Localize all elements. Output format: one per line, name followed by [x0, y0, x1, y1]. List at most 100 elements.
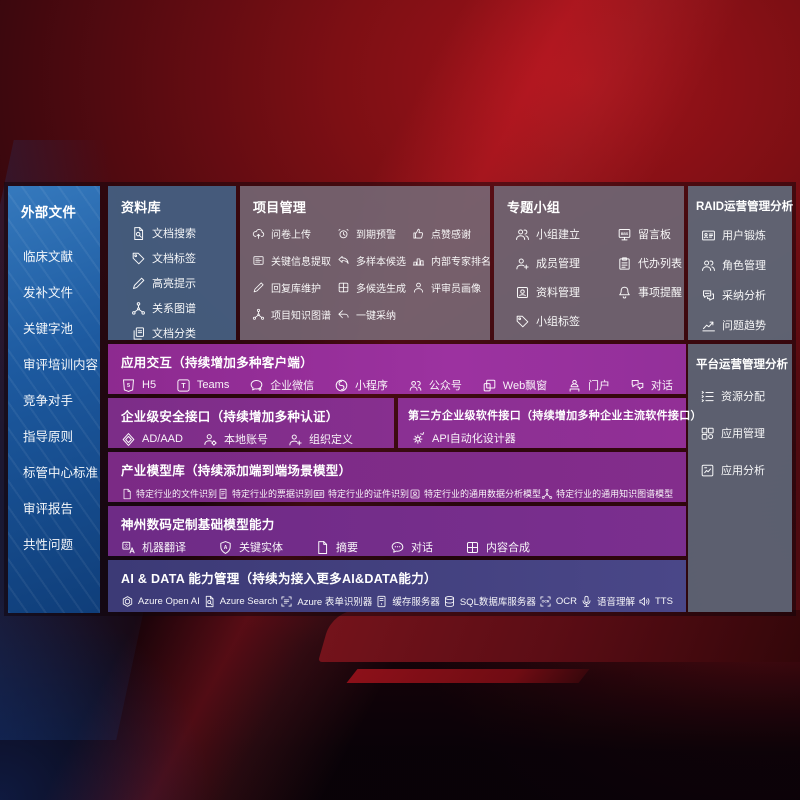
item-label: 小程序	[355, 380, 389, 392]
todo-list-icon	[617, 256, 632, 271]
portal-icon	[567, 378, 582, 393]
item-label: SQL数据库服务器	[459, 597, 536, 608]
feature-item: 特定行业的文件识别	[121, 487, 217, 500]
item-label: OCR	[555, 595, 577, 607]
panel-raid-ops-analysis: RAID运营管理分析 用户锻炼 角色管理 采纳分析 问题趋势	[688, 186, 793, 340]
item-label: 多样本候选	[356, 257, 406, 268]
item-label: 本地账号	[223, 434, 268, 446]
panel-title: 项目管理	[253, 200, 307, 215]
pen-icon	[131, 276, 146, 291]
panel-ai-data-management: AI & DATA 能力管理（持续为接入更多AI&DATA能力） Azure O…	[108, 560, 686, 612]
doc-search-icon	[131, 226, 146, 241]
raid-ops-items: 用户锻炼 角色管理 采纳分析 问题趋势	[688, 214, 792, 333]
grid-gen-icon	[337, 281, 350, 294]
feature-item: TTS	[638, 595, 673, 608]
item-label: 应用管理	[721, 428, 765, 440]
interaction-items: 5 H5 T Teams 企业微信 小程序 公众号 Web飘窗 门户 对话	[108, 371, 686, 393]
feature-item: 特定行业的证件识别	[313, 487, 409, 500]
item-label: 高亮提示	[152, 278, 196, 290]
item-label: API自动化设计器	[432, 433, 516, 445]
photo-doc-icon	[515, 285, 530, 300]
item-column: 问卷上传 关键信息提取 回复库维护 项目知识图谱	[252, 226, 331, 322]
people-icon	[701, 258, 716, 273]
feature-item: 一键采纳	[337, 307, 406, 322]
item-label: 问卷上传	[271, 230, 311, 241]
item-label: 语音理解	[596, 597, 635, 608]
topic-group-items: 小组建立 成员管理 资料管理 小组标签 BBS 留言板 代办列表 事项提醒	[494, 216, 684, 329]
people-icon	[515, 227, 530, 242]
feature-item: 文档搜索	[131, 225, 236, 241]
tag-icon	[515, 314, 530, 329]
svg-text:OCR: OCR	[541, 599, 549, 603]
chat-analysis-icon	[701, 288, 716, 303]
pen-icon	[252, 281, 265, 294]
sidebar-item: 指导原则	[23, 426, 100, 445]
web-popup-icon	[482, 378, 497, 393]
panel-title: 资料库	[121, 200, 161, 215]
thumbs-up-icon	[412, 227, 425, 240]
feature-item: 小程序	[334, 377, 388, 393]
item-label: 评审员画像	[431, 284, 481, 295]
item-label: 采纳分析	[722, 290, 766, 302]
person-icon	[412, 281, 425, 294]
alarm-icon	[337, 227, 350, 240]
panel-project-management: 项目管理 问卷上传 关键信息提取 回复库维护 项目知识图谱 到期预警 多样本候选 多候选生成…	[240, 186, 491, 340]
panel-title: 外部文件	[21, 205, 77, 220]
receipt-icon	[217, 488, 229, 500]
item-label: 发补文件	[23, 286, 74, 300]
sidebar-item: 标管中心标准	[23, 462, 100, 481]
panel-title: 应用交互（持续增加多种客户端）	[121, 356, 314, 370]
item-label: 标管中心标准	[23, 466, 99, 480]
feature-item: 门户	[567, 377, 610, 393]
item-label: Azure Open AI	[138, 595, 200, 607]
item-label: 成员管理	[536, 258, 580, 270]
item-label: 小组建立	[536, 229, 580, 241]
item-label: 多候选生成	[356, 284, 406, 295]
panel-title: 企业级安全接口（持续增加多种认证）	[121, 410, 339, 424]
sidebar-item: 发补文件	[23, 282, 100, 301]
ai-data-items: Azure Open AI Azure Search Azure 表单识别器 缓存服务…	[108, 587, 686, 608]
feature-item: 成员管理	[515, 255, 595, 271]
item-label: 对话	[411, 542, 433, 554]
feature-item: 问卷上传	[252, 226, 331, 241]
feature-item: 内部专家排名	[412, 253, 491, 268]
user-card-icon	[313, 488, 325, 500]
panel-title: 产业模型库（持续添加端到端场景模型）	[121, 464, 352, 478]
base-model-items: 文 机器翻译 A 关键实体 摘要 对话 内容合成	[108, 533, 686, 555]
doc-icon	[315, 540, 330, 555]
feature-item: AD/AAD	[121, 432, 183, 447]
item-label: Azure Search	[219, 595, 278, 607]
html5-icon: 5	[121, 378, 136, 393]
feature-item: 对话	[630, 377, 673, 393]
feature-item: 点赞感谢	[412, 226, 491, 241]
feature-item: 多候选生成	[337, 280, 406, 295]
feature-item: 应用分析	[700, 462, 792, 478]
feature-item: 资源分配	[700, 388, 792, 404]
tag-icon	[131, 251, 146, 266]
feature-item: 采纳分析	[701, 287, 792, 303]
feature-item: 特定行业的通用知识图谱模型	[541, 487, 673, 500]
dialog-icon	[630, 378, 645, 393]
item-label: 审评报告	[23, 502, 74, 516]
svg-text:A: A	[224, 544, 228, 550]
apps-grid-icon	[700, 426, 715, 441]
translate-icon: 文	[121, 540, 136, 555]
feature-item: 特定行业的通用数据分析模型	[409, 487, 541, 500]
item-label: 摘要	[336, 542, 358, 554]
azure-ad-icon	[121, 432, 136, 447]
feature-item: 文档分类	[131, 325, 236, 341]
item-label: 门户	[588, 380, 611, 392]
person-gear-icon	[203, 432, 218, 447]
panel-title: 专题小组	[507, 200, 561, 215]
item-label: 文档标签	[152, 253, 196, 265]
item-label: 特定行业的通用知识图谱模型	[556, 489, 674, 499]
svg-text:BBS: BBS	[621, 232, 629, 236]
item-label: 应用分析	[721, 465, 765, 477]
tts-icon	[638, 595, 651, 608]
feature-item: SQL数据库服务器	[443, 594, 536, 608]
person-add-icon	[515, 256, 530, 271]
industry-model-items: 特定行业的文件识别 特定行业的票据识别 特定行业的证件识别 特定行业的通用数据分析模型…	[108, 479, 686, 500]
form-recognizer-icon	[280, 595, 293, 608]
sidebar-item: 关键字池	[23, 318, 100, 337]
repository-items: 文档搜索 文档标签 高亮提示 关系图谱 文档分类	[108, 216, 236, 341]
